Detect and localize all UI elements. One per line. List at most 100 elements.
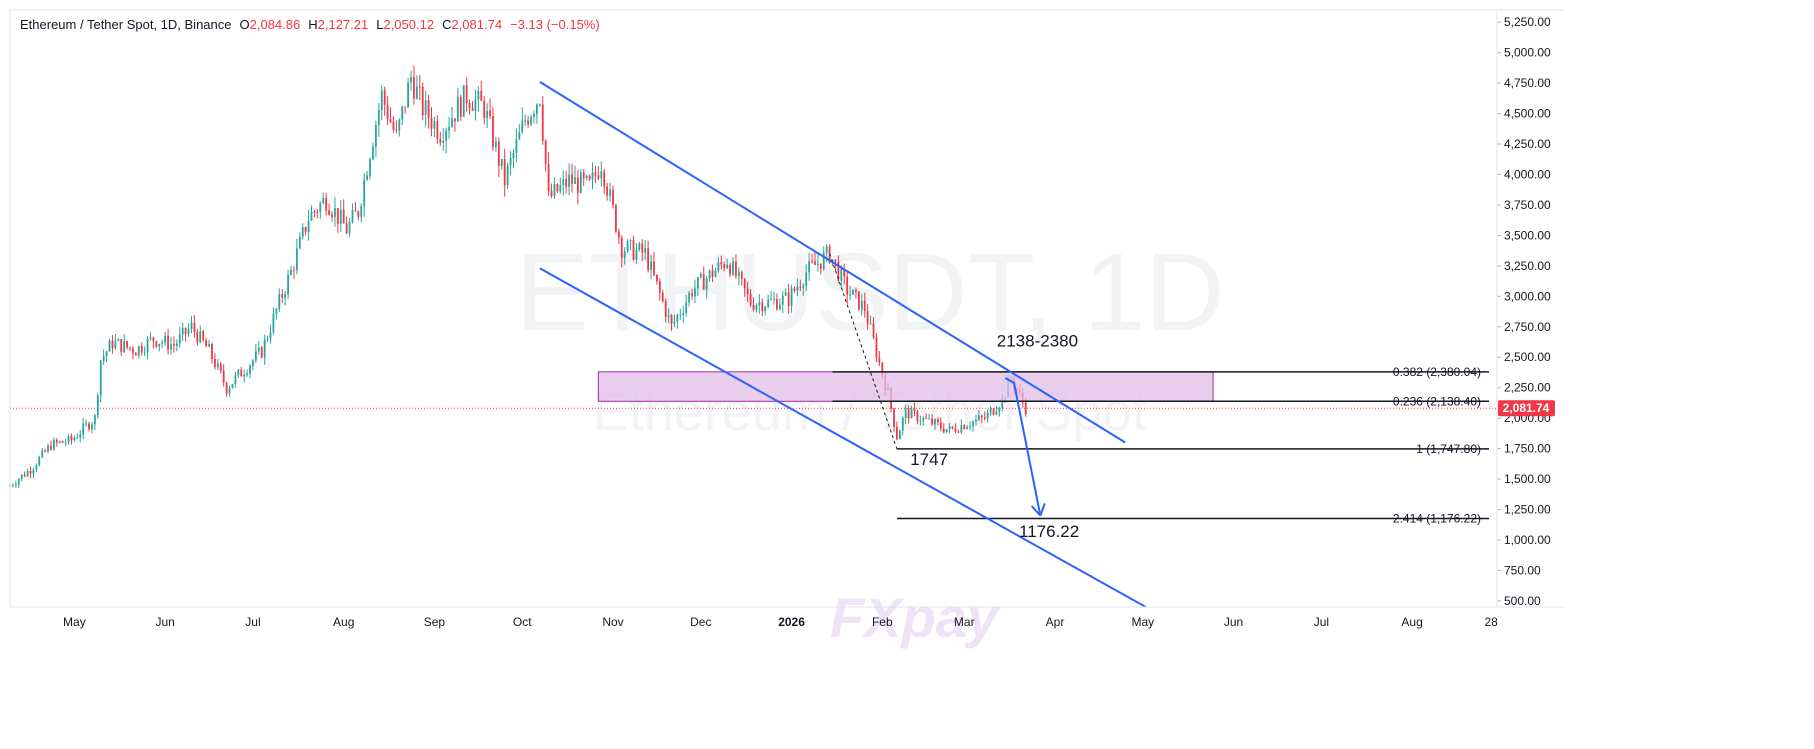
candle-body xyxy=(211,344,213,359)
open-label: O xyxy=(239,17,250,32)
x-tick-label: Jun xyxy=(1224,615,1243,629)
candle-body xyxy=(746,288,749,294)
candle-body xyxy=(699,273,702,278)
candle-body xyxy=(254,351,257,361)
candle-body xyxy=(322,198,325,204)
candle-body xyxy=(357,211,360,217)
candle-body xyxy=(758,302,761,306)
candle-body xyxy=(331,214,333,217)
candle-body xyxy=(146,338,149,353)
x-tick-label: Mar xyxy=(954,615,975,629)
y-tick-label: 4,000.00 xyxy=(1504,167,1551,181)
candle-body xyxy=(76,437,79,439)
candle-body xyxy=(966,427,969,429)
candle-body xyxy=(263,339,266,358)
candle-body xyxy=(814,261,816,265)
candle-body xyxy=(143,352,146,354)
candle-body xyxy=(503,159,506,186)
candle-body xyxy=(644,248,647,253)
candle-body xyxy=(579,172,582,193)
candle-body xyxy=(374,125,377,147)
candle-body xyxy=(726,264,729,268)
candle-body xyxy=(134,353,137,356)
high-value: 2,127.21 xyxy=(317,17,369,32)
candle-body xyxy=(316,211,319,213)
candle-body xyxy=(916,411,919,422)
candle-body xyxy=(181,327,184,335)
candle-body xyxy=(591,172,594,180)
candle-body xyxy=(495,141,497,148)
candle-body xyxy=(456,97,459,122)
candle-body xyxy=(860,300,863,310)
candle-body xyxy=(190,322,193,329)
candle-body xyxy=(401,106,404,120)
candle-body xyxy=(140,346,143,353)
candle-body xyxy=(275,309,278,314)
candle-body xyxy=(295,248,298,270)
candle-body xyxy=(380,90,383,111)
candle-body xyxy=(954,428,957,432)
candle-body xyxy=(427,100,430,118)
candle-body xyxy=(617,231,620,238)
candle-body xyxy=(755,305,758,310)
candle-body xyxy=(41,450,44,458)
candle-body xyxy=(228,388,231,394)
candle-body xyxy=(632,240,635,260)
candle-body xyxy=(986,412,989,419)
candle-body xyxy=(787,292,790,306)
candle-body xyxy=(711,270,714,277)
candle-body xyxy=(170,344,172,350)
price-axis[interactable]: 5,250.00 5,000.00 4,750.00 4,500.00 4,250.00… xyxy=(1497,15,1551,608)
candle-body xyxy=(518,132,521,140)
candle-body xyxy=(415,86,418,99)
candle-body xyxy=(960,425,963,433)
candle-body xyxy=(304,227,307,232)
x-tick-label: May xyxy=(1131,615,1154,629)
candle-body xyxy=(764,306,767,312)
time-axis[interactable]: May Jun Jul Aug Sep Oct Nov Dec 2026 Feb Mar Apr May… xyxy=(63,615,1498,629)
candle-body xyxy=(20,474,23,480)
y-tick-label: 1,500.00 xyxy=(1504,472,1551,486)
candle-body xyxy=(878,357,881,363)
open-value: 2,084.86 xyxy=(249,17,301,32)
candle-body xyxy=(647,248,650,270)
candle-body xyxy=(123,341,126,352)
candle-body xyxy=(489,110,491,116)
candle-body xyxy=(597,175,600,179)
candle-body xyxy=(509,158,512,166)
candle-body xyxy=(93,415,96,425)
candle-body xyxy=(269,332,272,339)
candle-body xyxy=(234,375,237,384)
candle-body xyxy=(465,85,468,104)
candle-body xyxy=(565,178,568,187)
symbol-name: Ethereum / Tether Spot, 1D, Binance xyxy=(20,17,232,32)
candle-body xyxy=(524,120,527,122)
candle-body xyxy=(199,331,202,343)
candle-body xyxy=(73,437,76,441)
candle-body xyxy=(875,337,878,358)
candle-body xyxy=(105,351,108,357)
candle-body xyxy=(14,484,17,486)
candle-body xyxy=(951,426,954,429)
candle-body xyxy=(656,274,658,282)
candle-body xyxy=(442,141,445,143)
x-tick-label: Aug xyxy=(1401,615,1422,629)
candle-body xyxy=(129,347,131,349)
x-tick-label: Aug xyxy=(333,615,354,629)
candle-body xyxy=(53,440,55,450)
candle-body xyxy=(155,341,158,347)
candle-body xyxy=(737,271,740,277)
candle-body xyxy=(108,340,111,352)
candle-body xyxy=(120,339,123,352)
candle-body xyxy=(64,442,67,444)
candle-body xyxy=(310,211,313,221)
fxpay-logo-text: FXpay xyxy=(830,586,1001,649)
candle-body xyxy=(942,428,945,433)
x-tick-label: Dec xyxy=(690,615,711,629)
candle-body xyxy=(281,294,284,298)
low-label: L xyxy=(376,17,384,32)
candle-body xyxy=(714,270,717,277)
candle-body xyxy=(152,337,155,342)
candle-body xyxy=(35,465,38,470)
